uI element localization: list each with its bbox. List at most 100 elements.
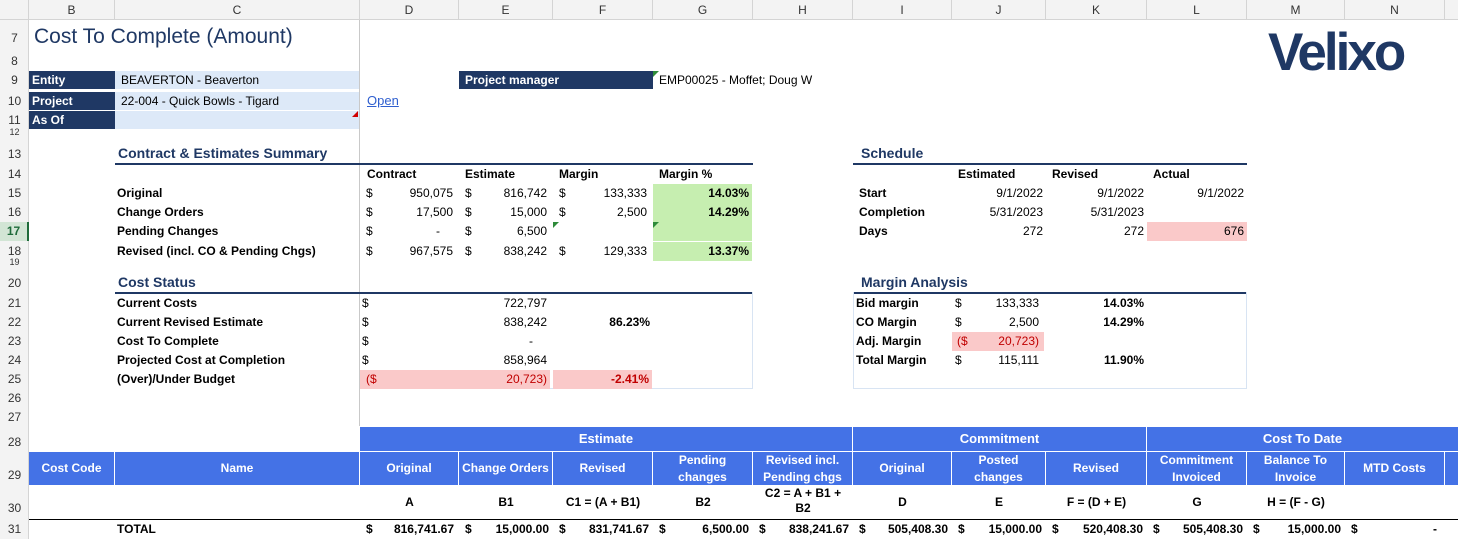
cost-status-value[interactable]: - xyxy=(529,334,533,348)
change-orders-header[interactable]: Change Orders xyxy=(459,452,553,485)
margin-analysis-pct[interactable]: 14.29% xyxy=(1103,315,1144,329)
summary-contract-value[interactable]: 967,575 xyxy=(409,244,453,258)
row-header[interactable]: 11 xyxy=(8,113,21,127)
estimate-revised-header[interactable]: Revised xyxy=(553,452,653,485)
total-value[interactable]: 520,408.30 xyxy=(1082,522,1143,536)
margin-analysis-pct[interactable]: 14.03% xyxy=(1103,296,1144,310)
name-column-header[interactable]: Name xyxy=(115,452,360,485)
column-header-h[interactable]: H xyxy=(753,0,853,20)
column-header-l[interactable]: L xyxy=(1147,0,1247,20)
column-header-j[interactable]: J xyxy=(952,0,1046,20)
pending-changes-header[interactable]: Pending changes xyxy=(653,452,753,485)
summary-estimate-value[interactable]: 816,742 xyxy=(503,186,547,200)
margin-analysis-value[interactable]: 2,500 xyxy=(1008,315,1039,329)
balance-to-invoice-header[interactable]: Balance To Invoice xyxy=(1247,452,1345,485)
schedule-estimated[interactable]: 5/31/2023 xyxy=(989,205,1043,219)
row-header[interactable]: 31 xyxy=(7,522,22,536)
cost-status-pct[interactable] xyxy=(553,351,650,370)
column-header-d[interactable]: D xyxy=(360,0,459,20)
column-header-m[interactable]: M xyxy=(1247,0,1345,20)
cost-code-column-header[interactable]: Cost Code xyxy=(29,452,115,485)
summary-estimate-value[interactable]: 15,000 xyxy=(510,205,547,219)
cost-status-value[interactable]: 838,242 xyxy=(503,315,547,329)
row-header[interactable]: 7 xyxy=(11,31,18,45)
schedule-actual-days[interactable]: 676 xyxy=(1147,222,1247,241)
margin-analysis-value[interactable]: 115,111 xyxy=(998,353,1039,367)
cost-status-value[interactable]: 20,723) xyxy=(506,372,547,386)
total-value[interactable]: 6,500.00 xyxy=(702,522,749,536)
open-link[interactable]: Open xyxy=(367,93,399,108)
summary-margin-pct-empty[interactable] xyxy=(653,222,752,241)
row-header[interactable]: 21 xyxy=(7,296,22,310)
summary-margin-value[interactable]: 133,333 xyxy=(603,186,647,200)
row-header[interactable]: 25 xyxy=(7,372,22,386)
as-of-field[interactable] xyxy=(115,111,359,129)
margin-analysis-pct[interactable] xyxy=(1046,332,1144,351)
summary-contract-value[interactable]: - xyxy=(436,224,440,238)
cost-status-pct[interactable] xyxy=(553,294,650,313)
summary-margin-pct[interactable]: 14.29% xyxy=(653,203,752,222)
commitment-invoiced-header[interactable]: Commitment Invoiced xyxy=(1147,452,1247,485)
select-all-corner[interactable] xyxy=(0,0,29,20)
cost-status-pct[interactable]: 86.23% xyxy=(609,315,650,329)
summary-estimate-value[interactable]: 6,500 xyxy=(516,224,547,238)
row-header[interactable]: 9 xyxy=(11,73,18,87)
total-value[interactable]: 15,000.00 xyxy=(988,522,1042,536)
margin-analysis-pct[interactable]: 11.90% xyxy=(1103,353,1144,367)
next-column-header[interactable] xyxy=(1445,452,1458,485)
total-value[interactable]: 505,408.30 xyxy=(1182,522,1243,536)
row-header[interactable]: 29 xyxy=(7,468,22,482)
row-header[interactable]: 19 xyxy=(9,257,20,267)
posted-changes-header[interactable]: Posted changes xyxy=(952,452,1046,485)
row-header[interactable]: 28 xyxy=(7,435,22,449)
row-header[interactable]: 12 xyxy=(9,127,20,137)
row-header[interactable]: 20 xyxy=(7,276,22,290)
total-value[interactable]: - xyxy=(1433,522,1437,536)
row-header[interactable]: 14 xyxy=(7,167,22,181)
entity-field[interactable]: BEAVERTON - Beaverton xyxy=(115,71,359,89)
revised-incl-pending-header[interactable]: Revised incl. Pending chgs xyxy=(753,452,853,485)
summary-margin-value[interactable]: 129,333 xyxy=(603,244,647,258)
over-under-budget-cell[interactable] xyxy=(360,370,550,389)
row-header[interactable]: 15 xyxy=(7,186,22,200)
column-header-g[interactable]: G xyxy=(653,0,753,20)
schedule-revised[interactable]: 272 xyxy=(1123,224,1144,238)
schedule-actual[interactable] xyxy=(1147,203,1244,222)
schedule-revised[interactable]: 5/31/2023 xyxy=(1090,205,1144,219)
adj-margin-cell[interactable] xyxy=(952,332,1044,351)
margin-analysis-value[interactable]: 20,723) xyxy=(998,334,1039,348)
column-header-n[interactable]: N xyxy=(1345,0,1445,20)
total-value[interactable]: 15,000.00 xyxy=(1287,522,1341,536)
cost-status-value[interactable]: 722,797 xyxy=(503,296,547,310)
column-header-f[interactable]: F xyxy=(553,0,653,20)
row-header[interactable]: 18 xyxy=(7,244,22,258)
commitment-original-header[interactable]: Original xyxy=(853,452,952,485)
mtd-costs-header[interactable]: MTD Costs xyxy=(1345,452,1445,485)
summary-contract-value[interactable]: 17,500 xyxy=(416,205,453,219)
commitment-revised-header[interactable]: Revised xyxy=(1046,452,1147,485)
total-value[interactable]: 505,408.30 xyxy=(887,522,948,536)
row-header[interactable]: 24 xyxy=(7,353,22,367)
total-value[interactable]: 838,241.67 xyxy=(788,522,849,536)
row-header[interactable]: 26 xyxy=(7,391,22,405)
row-header[interactable]: 23 xyxy=(7,334,22,348)
cost-status-pct[interactable] xyxy=(553,332,650,351)
summary-margin-pct[interactable]: 14.03% xyxy=(653,184,752,203)
row-header[interactable]: 13 xyxy=(7,147,22,161)
summary-estimate-value[interactable]: 838,242 xyxy=(503,244,547,258)
project-field[interactable]: 22-004 - Quick Bowls - Tigard xyxy=(115,92,359,110)
summary-margin-value[interactable]: 2,500 xyxy=(616,205,647,219)
row-header[interactable]: 8 xyxy=(11,54,18,68)
estimate-original-header[interactable]: Original xyxy=(360,452,459,485)
row-header[interactable]: 30 xyxy=(7,501,22,515)
total-value[interactable]: 831,741.67 xyxy=(588,522,649,536)
row-header[interactable]: 27 xyxy=(7,410,22,424)
summary-margin-pct[interactable]: 13.37% xyxy=(653,242,752,261)
summary-contract-value[interactable]: 950,075 xyxy=(409,186,453,200)
row-header[interactable]: 16 xyxy=(7,205,22,219)
schedule-actual[interactable]: 9/1/2022 xyxy=(1197,186,1244,200)
column-header-e[interactable]: E xyxy=(459,0,553,20)
cost-status-pct[interactable]: -2.41% xyxy=(553,370,652,389)
schedule-estimated[interactable]: 272 xyxy=(1022,224,1043,238)
cost-status-value[interactable]: 858,964 xyxy=(503,353,547,367)
